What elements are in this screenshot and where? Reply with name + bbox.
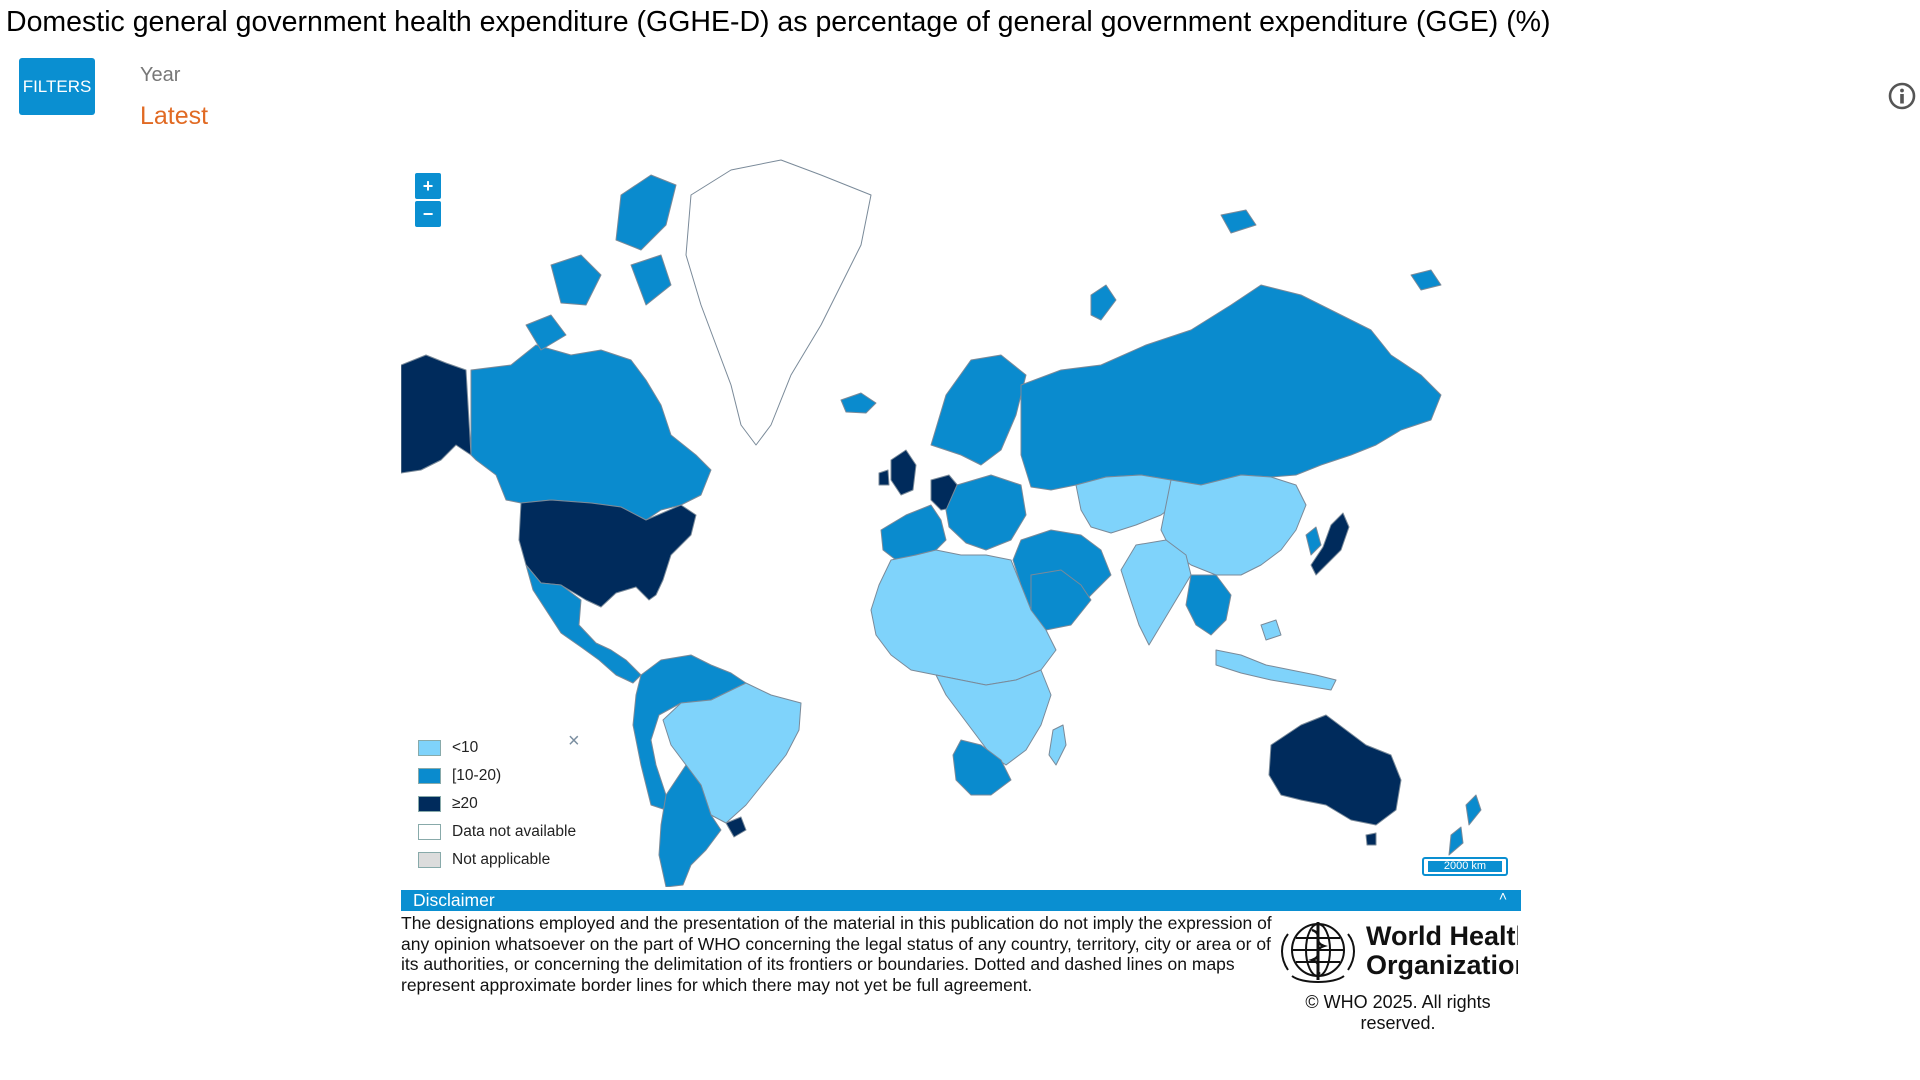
region-south-africa[interactable]: [952, 739, 1012, 796]
collapse-icon[interactable]: ˄: [1498, 888, 1507, 904]
info-icon[interactable]: [1888, 82, 1916, 110]
region-brazil[interactable]: [662, 682, 802, 824]
region-greenland[interactable]: [685, 159, 872, 446]
scale-bar: 2000 km: [1422, 857, 1508, 876]
region-alaska[interactable]: [401, 354, 472, 474]
legend-label: Not applicable: [452, 851, 551, 868]
region-europe-east[interactable]: [945, 474, 1027, 551]
legend-item-not-applicable[interactable]: Not applicable: [418, 846, 576, 874]
region-australia[interactable]: [1268, 714, 1402, 826]
zoom-in-button[interactable]: +: [415, 173, 441, 199]
who-logo-line2: Organization: [1366, 950, 1518, 980]
legend-swatch: [418, 824, 441, 840]
legend-item-lt10[interactable]: <10: [418, 734, 576, 762]
region-iceland[interactable]: [840, 392, 877, 414]
legend-close-icon[interactable]: ×: [568, 730, 580, 752]
region-indonesia[interactable]: [1215, 619, 1337, 691]
year-filter-value[interactable]: Latest: [140, 102, 209, 130]
zoom-out-button[interactable]: −: [415, 201, 441, 227]
who-logo-line1: World Health: [1366, 921, 1518, 951]
legend-item-10-20[interactable]: [10-20): [418, 762, 576, 790]
legend-label: Data not available: [452, 823, 577, 840]
legend-label: <10: [452, 739, 479, 756]
region-africa-south[interactable]: [935, 669, 1052, 766]
copyright-text: © WHO 2025. All rights reserved.: [1305, 992, 1491, 1033]
map-canvas[interactable]: [401, 155, 1521, 887]
legend-swatch: [418, 852, 441, 868]
region-tasmania[interactable]: [1365, 832, 1377, 846]
filters-button[interactable]: FILTERS: [19, 58, 95, 115]
region-uruguay[interactable]: [725, 816, 747, 838]
region-korea[interactable]: [1305, 526, 1322, 556]
scale-bar-label: 2000 km: [1428, 861, 1502, 872]
region-southeast-asia[interactable]: [1185, 574, 1232, 636]
region-canada[interactable]: [470, 344, 712, 521]
year-filter-label: Year: [140, 64, 181, 86]
region-japan[interactable]: [1310, 512, 1350, 576]
legend-swatch: [418, 740, 441, 756]
region-central-asia[interactable]: [1075, 474, 1182, 534]
region-russia-islands[interactable]: [1090, 209, 1442, 321]
page-title: Domestic general government health expen…: [6, 6, 1551, 38]
region-europe-west[interactable]: [880, 504, 947, 561]
region-united-kingdom[interactable]: [878, 449, 917, 496]
legend-swatch: [418, 768, 441, 784]
region-canada-islands[interactable]: [525, 174, 677, 351]
region-south-america-north[interactable]: [632, 654, 747, 816]
legend-label: ≥20: [452, 795, 478, 812]
map-legend: <10 [10-20) ≥20 Data not available Not a…: [418, 734, 576, 874]
region-argentina[interactable]: [658, 764, 722, 887]
who-logo: World Health Organization: [1281, 921, 1518, 983]
region-madagascar[interactable]: [1048, 724, 1067, 766]
region-russia[interactable]: [1020, 284, 1442, 491]
disclaimer-header[interactable]: Disclaimer ˄: [401, 888, 1521, 911]
legend-item-no-data[interactable]: Data not available: [418, 818, 576, 846]
legend-swatch: [418, 796, 441, 812]
legend-item-ge20[interactable]: ≥20: [418, 790, 576, 818]
region-scandinavia[interactable]: [930, 354, 1027, 466]
region-new-zealand[interactable]: [1448, 794, 1482, 856]
region-india[interactable]: [1120, 539, 1192, 646]
disclaimer-title: Disclaimer: [413, 890, 495, 910]
disclaimer-text: The designations employed and the presen…: [401, 913, 1272, 995]
world-map[interactable]: [401, 155, 1521, 887]
legend-label: [10-20): [452, 767, 502, 784]
